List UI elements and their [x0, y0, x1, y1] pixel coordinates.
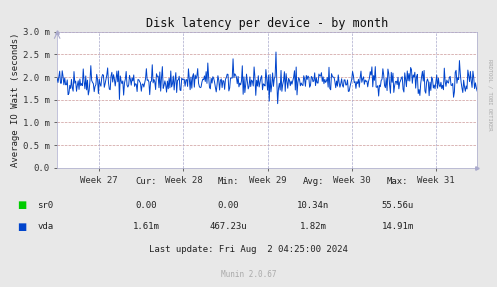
Text: ■: ■	[17, 200, 27, 210]
Text: vda: vda	[37, 222, 53, 231]
Text: 467.23u: 467.23u	[210, 222, 248, 231]
Text: 14.91m: 14.91m	[382, 222, 414, 231]
Title: Disk latency per device - by month: Disk latency per device - by month	[146, 18, 388, 30]
Y-axis label: Average IO Wait (seconds): Average IO Wait (seconds)	[11, 32, 20, 167]
Text: Last update: Fri Aug  2 04:25:00 2024: Last update: Fri Aug 2 04:25:00 2024	[149, 245, 348, 254]
Text: Avg:: Avg:	[302, 177, 324, 186]
Text: 55.56u: 55.56u	[382, 201, 414, 210]
Text: 1.61m: 1.61m	[133, 222, 160, 231]
Text: Min:: Min:	[218, 177, 240, 186]
Text: 1.82m: 1.82m	[300, 222, 327, 231]
Text: 10.34n: 10.34n	[297, 201, 329, 210]
Text: ■: ■	[17, 222, 27, 232]
Text: Max:: Max:	[387, 177, 409, 186]
Text: sr0: sr0	[37, 201, 53, 210]
Text: Cur:: Cur:	[136, 177, 158, 186]
Text: Munin 2.0.67: Munin 2.0.67	[221, 269, 276, 279]
Text: 0.00: 0.00	[218, 201, 240, 210]
Text: 0.00: 0.00	[136, 201, 158, 210]
Text: RRDTOOL / TOBI OETIKER: RRDTOOL / TOBI OETIKER	[487, 59, 492, 131]
